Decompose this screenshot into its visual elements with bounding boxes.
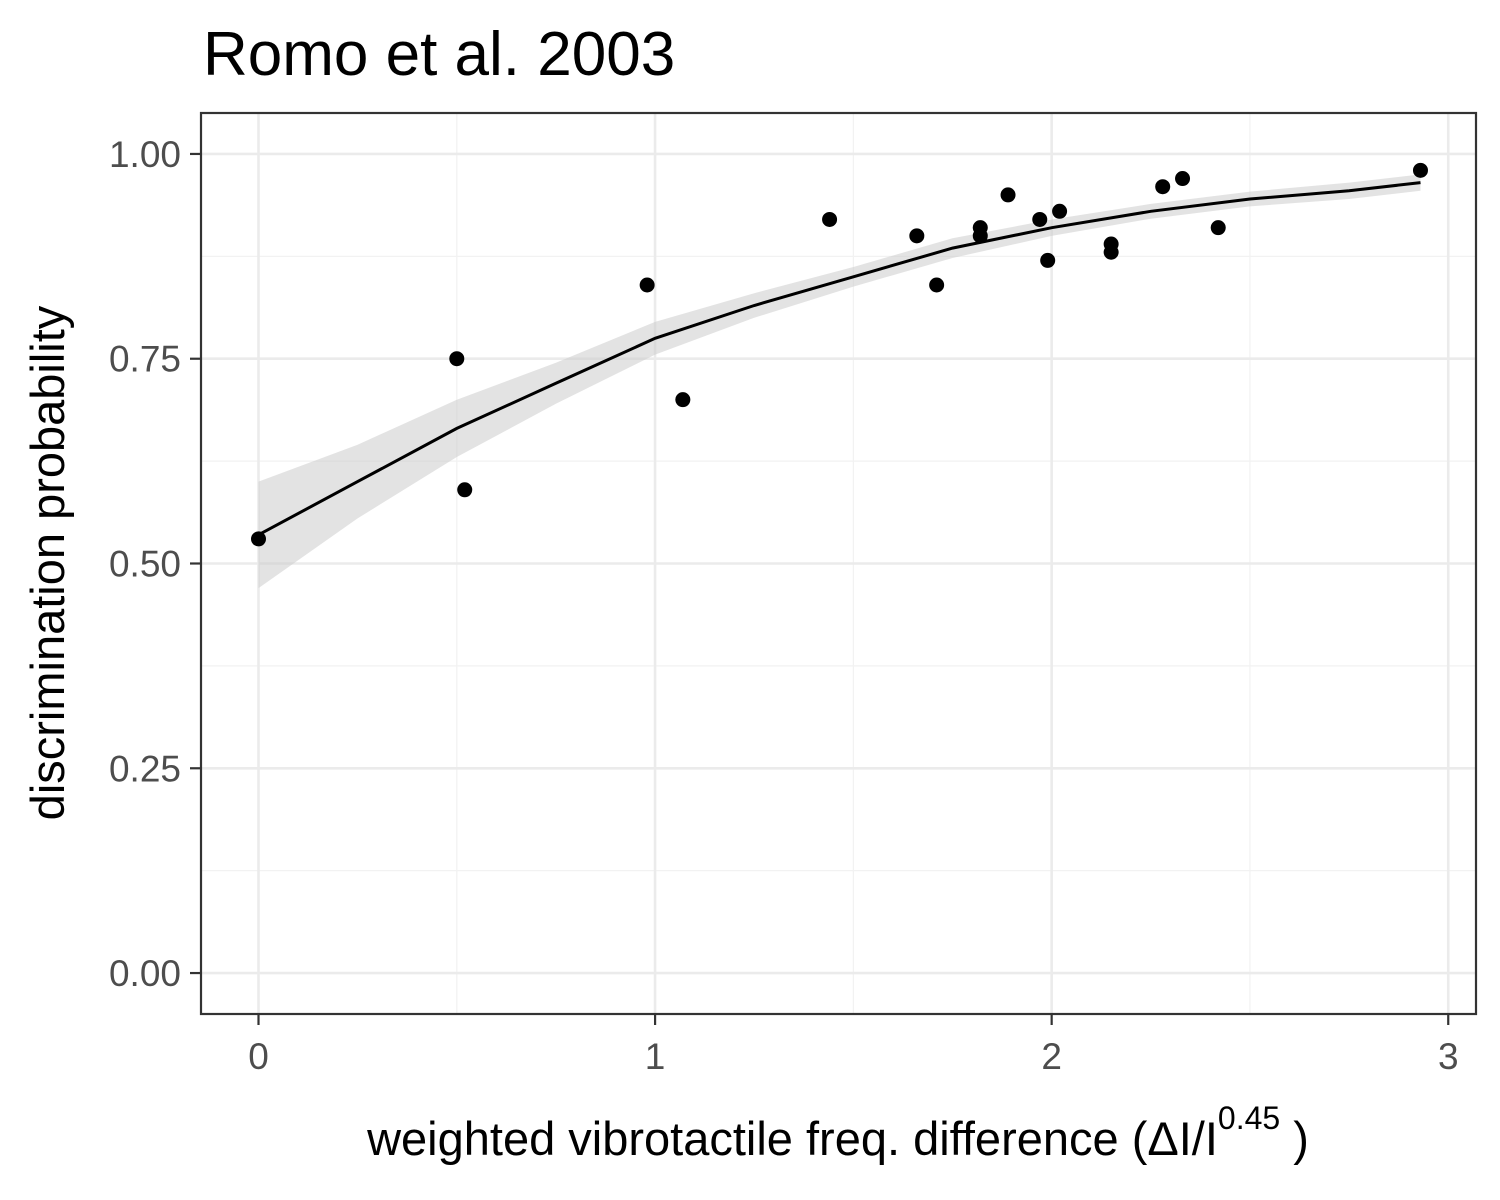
x-axis-title-main: weighted vibrotactile freq. difference (… xyxy=(366,1112,1218,1165)
y-tick-label: 0.25 xyxy=(109,748,181,789)
data-point xyxy=(1175,171,1191,187)
x-axis-ticks: 0 1 2 3 xyxy=(248,1014,1459,1077)
fit-line-layer xyxy=(257,181,1421,537)
y-tick-label: 1.00 xyxy=(109,134,181,175)
x-tick-label: 2 xyxy=(1041,1036,1062,1077)
confidence-band xyxy=(258,174,1421,589)
y-tick-label: 0.50 xyxy=(109,544,181,585)
data-point xyxy=(1000,187,1016,203)
chart-title: Romo et al. 2003 xyxy=(203,20,675,89)
data-point xyxy=(1032,211,1048,227)
data-point xyxy=(251,531,267,547)
x-tick-label: 1 xyxy=(645,1036,666,1077)
data-point xyxy=(675,392,691,408)
x-tick-label: 3 xyxy=(1438,1036,1459,1077)
data-point xyxy=(1210,220,1226,236)
fit-line xyxy=(257,181,1421,537)
y-axis-title: discrimination probability xyxy=(21,305,74,820)
data-point xyxy=(457,482,473,498)
confidence-band-layer xyxy=(258,174,1421,589)
y-tick-label: 0.00 xyxy=(109,953,181,994)
data-point xyxy=(639,277,655,293)
data-point xyxy=(972,228,988,244)
x-tick-label: 0 xyxy=(248,1036,269,1077)
y-tick-label: 0.75 xyxy=(109,339,181,380)
data-point xyxy=(1040,252,1056,268)
x-axis-title: weighted vibrotactile freq. difference (… xyxy=(366,1100,1309,1165)
data-point xyxy=(909,228,925,244)
data-point xyxy=(822,211,838,227)
y-axis-ticks: 0.00 0.25 0.50 0.75 1.00 xyxy=(109,134,201,994)
x-axis-title-tail: ) xyxy=(1280,1112,1309,1165)
data-point xyxy=(1052,203,1068,219)
data-point xyxy=(1155,179,1171,195)
x-axis-title-superscript: 0.45 xyxy=(1218,1100,1280,1136)
data-point xyxy=(1412,162,1428,178)
data-point xyxy=(1103,244,1119,260)
data-point xyxy=(929,277,945,293)
data-points xyxy=(251,162,1428,547)
major-gridlines xyxy=(201,113,1476,1014)
data-point xyxy=(449,351,465,367)
